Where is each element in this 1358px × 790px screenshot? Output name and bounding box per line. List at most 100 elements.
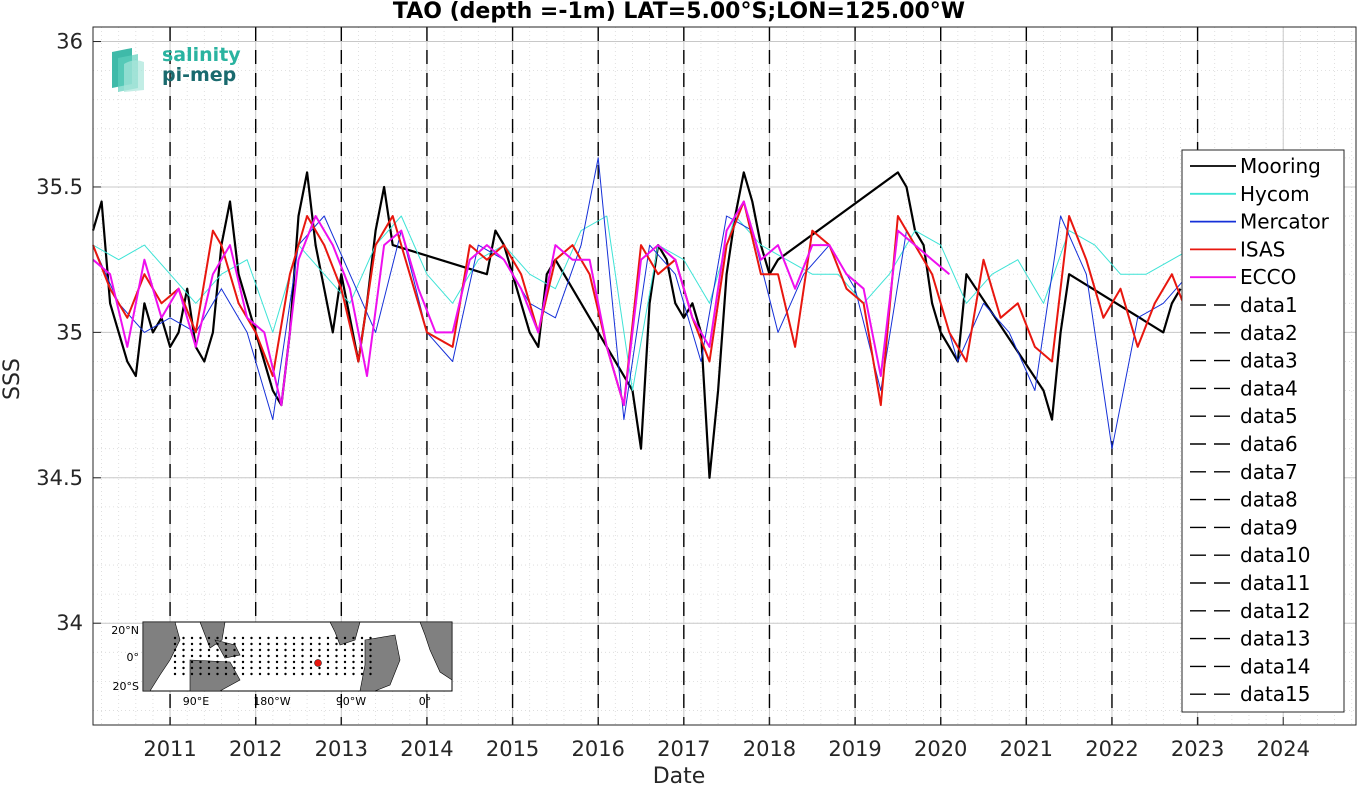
inset-mooring-dot <box>250 672 253 676</box>
inset-mooring-dot <box>360 636 364 640</box>
inset-mooring-dot <box>352 642 355 646</box>
x-tick-label: 2014 <box>400 737 453 761</box>
inset-mooring-dot <box>207 666 211 670</box>
inset-lon-label: 0° <box>419 695 432 708</box>
inset-mooring-dot <box>173 666 177 670</box>
inset-mooring-dot <box>343 654 347 658</box>
inset-mooring-dot <box>207 642 211 646</box>
inset-mooring-dot <box>233 666 236 670</box>
inset-mooring-dot <box>207 648 211 652</box>
inset-mooring-dot <box>292 654 296 658</box>
inset-mooring-dot <box>190 642 194 646</box>
inset-mooring-dot <box>267 648 270 652</box>
inset-landmass <box>142 621 181 692</box>
inset-mooring-dot <box>224 666 228 670</box>
inset-mooring-dot <box>275 636 279 640</box>
inset-mooring-dot <box>182 654 185 658</box>
legend-label: data9 <box>1240 515 1298 539</box>
x-tick-label: 2013 <box>315 737 368 761</box>
logo-wave-icon <box>112 48 144 92</box>
x-tick-label: 2019 <box>828 737 881 761</box>
inset-mooring-dot <box>326 642 330 646</box>
inset-mooring-dot <box>267 672 270 676</box>
inset-mooring-dot <box>258 660 262 664</box>
inset-lon-label: 180°W <box>253 695 290 708</box>
inset-mooring-dot <box>258 654 262 658</box>
inset-mooring-dot <box>318 648 321 652</box>
inset-mooring-dot <box>199 654 202 658</box>
inset-mooring-dot <box>360 672 364 676</box>
inset-mooring-dot <box>275 672 279 676</box>
inset-mooring-dot <box>326 660 330 664</box>
legend-label: ISAS <box>1240 237 1285 261</box>
inset-mooring-dot <box>190 672 194 676</box>
grid-lines <box>93 27 1356 725</box>
inset-mooring-dot <box>224 648 228 652</box>
legend[interactable]: Mooring Hycom Mercator ISAS ECCO data1 data2 da… <box>1181 149 1345 713</box>
legend-label: data7 <box>1240 460 1298 484</box>
x-tick-label: 2020 <box>914 737 967 761</box>
inset-mooring-dot <box>292 672 296 676</box>
inset-mooring-dot <box>284 666 287 670</box>
inset-mooring-dot <box>241 648 245 652</box>
inset-mooring-dot <box>360 642 364 646</box>
inset-mooring-dot <box>301 642 304 646</box>
inset-mooring-dot <box>352 648 355 652</box>
x-tick-label: 2016 <box>571 737 624 761</box>
inset-mooring-dot <box>182 672 185 676</box>
inset-mooring-dot <box>190 636 194 640</box>
inset-mooring-dot <box>207 672 211 676</box>
legend-label: data2 <box>1240 321 1298 345</box>
inset-mooring-dot <box>284 636 287 640</box>
inset-mooring-dot <box>369 672 372 676</box>
salinity-pi-mep-logo <box>110 44 240 92</box>
inset-mooring-dot <box>173 672 177 676</box>
logo-text-salinity: salinity <box>162 44 241 66</box>
inset-mooring-dot <box>292 636 296 640</box>
inset-mooring-dot <box>335 648 338 652</box>
legend-label: Hycom <box>1240 182 1310 206</box>
y-tick-label: 35 <box>56 320 83 344</box>
inset-mooring-dot <box>190 648 194 652</box>
inset-mooring-dot <box>241 642 245 646</box>
x-tick-label: 2023 <box>1171 737 1224 761</box>
inset-mooring-dot <box>173 660 177 664</box>
inset-mooring-dot <box>250 636 253 640</box>
legend-label: Mercator <box>1240 210 1330 234</box>
inset-mooring-dot <box>292 660 296 664</box>
inset-mooring-dot <box>241 660 245 664</box>
inset-mooring-dot <box>267 654 270 658</box>
inset-mooring-dot <box>241 672 245 676</box>
inset-mooring-dot <box>301 666 304 670</box>
inset-mooring-dot <box>275 654 279 658</box>
inset-landmass <box>189 659 241 692</box>
legend-label: data3 <box>1240 349 1298 373</box>
inset-mooring-dot <box>182 660 185 664</box>
y-tick-label: 36 <box>56 30 83 54</box>
x-tick-label: 2021 <box>1000 737 1053 761</box>
inset-mooring-dot <box>241 654 245 658</box>
inset-mooring-dot <box>258 636 262 640</box>
inset-mooring-dot <box>173 642 177 646</box>
inset-mooring-dot <box>224 636 228 640</box>
inset-mooring-dot <box>199 672 202 676</box>
x-tick-label: 2015 <box>486 737 539 761</box>
inset-mooring-dot <box>335 672 338 676</box>
inset-mooring-dot <box>301 672 304 676</box>
inset-mooring-dot <box>318 666 321 670</box>
series-line-ecco <box>92 200 950 407</box>
legend-label: data11 <box>1240 571 1311 595</box>
inset-mooring-dot <box>216 636 219 640</box>
inset-mooring-dot <box>258 672 262 676</box>
inset-mooring-dot <box>343 672 347 676</box>
inset-mooring-dot <box>267 642 270 646</box>
inset-mooring-dot <box>343 636 347 640</box>
legend-label: data13 <box>1240 627 1311 651</box>
inset-mooring-dot <box>241 636 245 640</box>
inset-map: 20°N 0° 20°S 90°E 180°W 90°W 0° <box>111 621 453 708</box>
inset-lon-label: 90°E <box>183 695 209 708</box>
inset-mooring-dot <box>199 648 202 652</box>
inset-mooring-dot <box>335 666 338 670</box>
inset-mooring-dot <box>326 654 330 658</box>
inset-mooring-dot <box>360 666 364 670</box>
